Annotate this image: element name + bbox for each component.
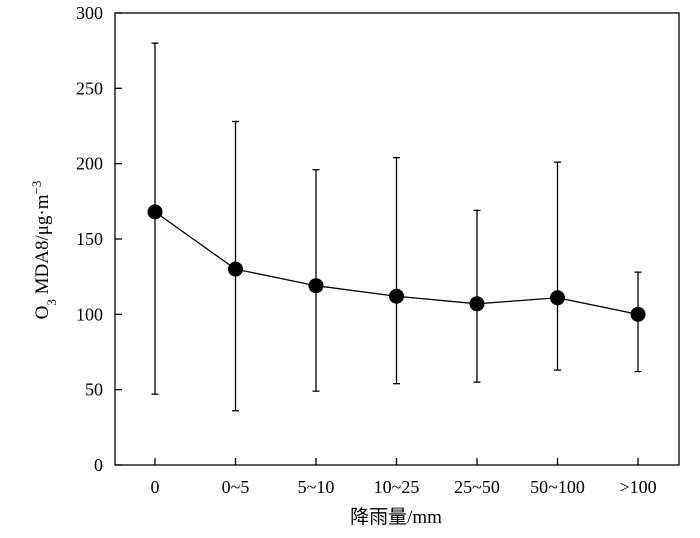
data-point: [228, 261, 243, 277]
y-axis-title-subscript: 3: [44, 299, 59, 306]
y-tick-label: 100: [76, 304, 103, 324]
y-tick-label: 200: [76, 154, 103, 174]
plot-layer: 0 50 100 150 200 250 300 0 0~5 5~10 10~25 25~50 50~1…: [76, 3, 680, 497]
y-tick-label: 50: [85, 380, 103, 400]
y-axis-title-main: MDA8/μg·m: [32, 194, 53, 299]
x-tick-label: 5~10: [298, 477, 335, 497]
y-tick-label: 300: [76, 3, 103, 23]
y-axis-title-prefix: O: [32, 306, 53, 320]
data-point: [630, 306, 646, 322]
x-tick-label: 10~25: [374, 477, 420, 497]
x-tick-label: >100: [619, 477, 656, 497]
x-axis-title: 降雨量/mm: [350, 506, 442, 528]
data-point: [308, 278, 324, 294]
y-tick-label: 0: [94, 455, 103, 475]
data-point: [147, 204, 163, 220]
y-axis-title: O3 MDA8/μg·m−3: [29, 181, 59, 320]
y-tick-label: 250: [76, 78, 103, 98]
y-tick-label: 150: [76, 229, 103, 249]
data-point: [550, 290, 565, 306]
y-axis-title-superscript: −3: [29, 181, 44, 195]
x-tick-label: 0: [151, 477, 160, 497]
data-point: [469, 296, 485, 312]
x-tick-label: 0~5: [222, 477, 250, 497]
x-tick-label: 25~50: [454, 477, 500, 497]
data-point: [389, 288, 404, 304]
x-tick-label: 50~100: [530, 477, 585, 497]
